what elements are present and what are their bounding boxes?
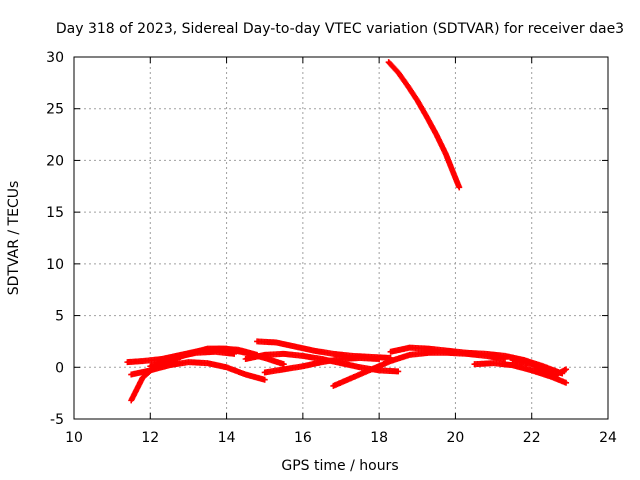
y-tick-label: 15	[46, 205, 64, 221]
series-arc-3	[128, 359, 268, 383]
data-point	[456, 184, 463, 191]
x-tick-label: 18	[370, 430, 388, 446]
y-tick-label: 5	[55, 309, 64, 325]
series-arc-4	[147, 345, 287, 370]
data-point	[563, 366, 570, 373]
series-arc-11	[509, 357, 570, 379]
series-arc-7	[261, 354, 383, 376]
y-axis-label: SDTVAR / TECUs	[6, 181, 22, 296]
y-tick-label: 10	[46, 257, 64, 273]
x-tick-label: 12	[141, 430, 159, 446]
x-tick-label: 20	[447, 430, 465, 446]
data-point	[563, 379, 570, 386]
plot-frame	[73, 56, 609, 420]
x-tick-label: 14	[218, 430, 236, 446]
data-point	[261, 376, 268, 383]
data-point	[376, 356, 383, 363]
x-tick-label: 22	[523, 430, 541, 446]
series-arc-high	[385, 59, 463, 191]
x-axis-label: GPS time / hours	[281, 458, 398, 474]
data-point	[280, 361, 287, 368]
axis-ticks: 10 12 14 16 18 20 22 24 -5 0 5 10 15 20 25 30	[46, 50, 617, 446]
data-marks	[124, 59, 570, 404]
x-tick-label: 16	[294, 430, 312, 446]
data-point	[395, 368, 402, 375]
series-arc-10	[471, 360, 570, 386]
x-tick-label: 10	[65, 430, 83, 446]
y-tick-label: -5	[50, 412, 64, 428]
y-tick-label: 25	[46, 102, 64, 118]
y-tick-label: 20	[46, 153, 64, 169]
x-tick-label: 24	[599, 430, 617, 446]
y-tick-label: 30	[46, 50, 64, 66]
chart-title: Day 318 of 2023, Sidereal Day-to-day VTE…	[56, 21, 624, 37]
y-tick-label: 0	[55, 360, 64, 376]
series-arc-9	[387, 344, 566, 377]
